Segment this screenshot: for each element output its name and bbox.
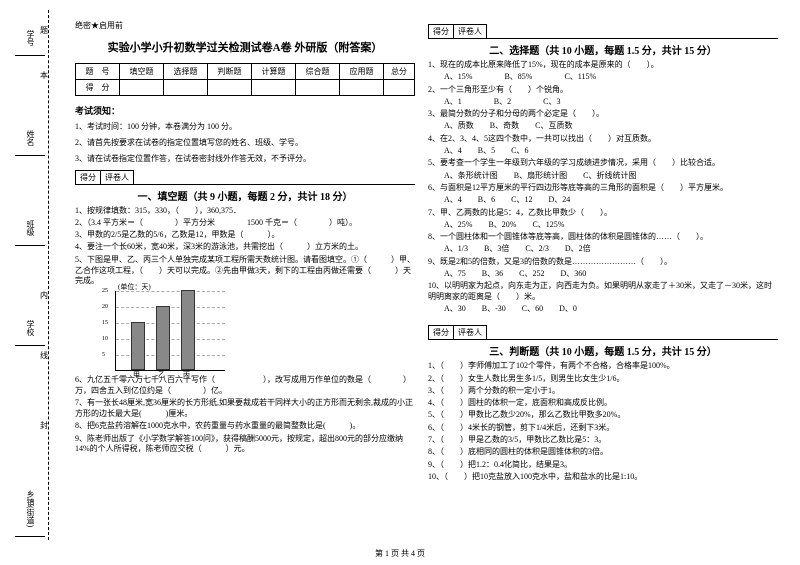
question: 10、以明明家为起点，向东走为正，向西走为负。如果明明从家走了＋30米，又走了－… — [428, 281, 778, 303]
score-table: 题 号填空题选择题判断题计算题综合题应用题总分 得 分 — [75, 63, 415, 96]
dash-line — [48, 10, 49, 540]
binding-char: 封 — [40, 420, 48, 431]
options: A、75 B、36 C、252 D、360 — [428, 269, 778, 280]
question: 5、（ ）甲数比乙数少20%，那么乙数比甲数多20%。 — [428, 410, 778, 421]
question: 3、甲数的2/5是乙数的5/6，乙数是12，甲数是（ ）。 — [75, 230, 415, 241]
question: 6、与面积是12平方厘米的平行四边形等底等高的三角形的面积是（ ）平方厘米。 — [428, 183, 778, 194]
question: 2、（ ）女生人数比男生多1/5，则男生比女生少1/6。 — [428, 374, 778, 385]
question: 9、（ ）把1.2：0.4化简比，结果是3。 — [428, 460, 778, 471]
question: 8、把6克盐药溶解在1000克水中，农药重量与药水重量的最简整数比是( )。 — [75, 421, 415, 432]
section-bar: 得分 评卷人 — [428, 325, 778, 340]
y-label: 25 — [102, 288, 108, 294]
question: 2、一个三角形至少有（ ）个锐角。 — [428, 85, 778, 96]
score-cell: 得分 — [75, 170, 101, 184]
question: 3、（ ）两个分数的积一定小于1。 — [428, 386, 778, 397]
options: A、质数 B、奇数 C、互质数 — [428, 121, 778, 132]
options: A、1 B、2 C、3 — [428, 97, 778, 108]
question: 1、（ ）李师傅加工了102个零件，有两个不合格，合格率是100%。 — [428, 361, 778, 372]
section-title: 三、判断题（共 10 小题，每题 1.5 分，共计 15 分） — [428, 343, 778, 358]
chart-bar — [131, 322, 145, 370]
options: A、15% B、85% C、115% — [428, 72, 778, 83]
binding-label: 学校 — [15, 320, 45, 346]
score-cell: 得分 — [428, 24, 454, 38]
options: A、30 B、-30 C、60 D、0 — [428, 304, 778, 315]
score-cell: 得分 — [428, 325, 454, 339]
question: 3、最简分数的分子和分母的两个必定是（ ）。 — [428, 109, 778, 120]
notice-item: 2、请首先按要求在试卷的指定位置填写您的姓名、班级、学号。 — [75, 137, 415, 148]
chart-bar — [181, 290, 195, 370]
question: 7、有一张长48厘米,宽36厘米的长方形纸,如果要裁成若干同样大小的正方形而无剩… — [75, 398, 415, 420]
question: 8、（ ）底相同的圆柱的体积是圆锥体积的3倍。 — [428, 447, 778, 458]
chart-bar — [156, 306, 170, 370]
options: A、1/3 B、3倍 C、2/3 D、2倍 — [428, 244, 778, 255]
question: 5、要考查一个学生一年级到六年级的学习成绩进步情况，采用（ ）比较合适。 — [428, 158, 778, 169]
binding-label: 姓名 — [15, 130, 45, 156]
section-bar: 得分 评卷人 — [75, 170, 415, 185]
y-label: 5 — [102, 352, 105, 358]
x-label: 甲 — [133, 370, 140, 380]
y-label: 10 — [102, 336, 108, 342]
left-column: 绝密★启用前 实验小学小升初数学过关检测试卷A卷 外研版（附答案） 题 号填空题… — [75, 20, 415, 457]
notice-item: 3、请在试卷指定位置作答，在试卷密封线外作答无效，不予评分。 — [75, 153, 415, 164]
binding-label: 学号 — [15, 30, 45, 56]
question: 6、九亿五千零六万七千八百六十写作（ ），改写成用万作单位的数是（ ）万，四舍五… — [75, 375, 415, 397]
marker-cell: 评卷人 — [101, 170, 134, 184]
table-row: 题 号填空题选择题判断题计算题综合题应用题总分 — [76, 64, 415, 80]
x-label: 丙 — [183, 370, 190, 380]
binding-label: 班级 — [15, 220, 45, 246]
secret-label: 绝密★启用前 — [75, 20, 415, 31]
question: 7、（ ）甲是乙数的3/5，甲数比乙数比是5：3。 — [428, 435, 778, 446]
notice-item: 1、考试时间：100 分钟，本卷满分为 100 分。 — [75, 121, 415, 132]
exam-title: 实验小学小升初数学过关检测试卷A卷 外研版（附答案） — [75, 39, 415, 55]
binding-label: 乡镇(街道) — [15, 490, 45, 537]
question: 4、在2、3、4、5这四个数中，一共可以找出（ ）对互质数。 — [428, 134, 778, 145]
question: 1、现在的成本比原来降低了15%，现在的成本是原来的（ ）。 — [428, 60, 778, 71]
question: 6、（ ）4米长的钢管，剪下1/4米后，还剩下3米。 — [428, 423, 778, 434]
section-title: 一、填空题（共 9 小题，每题 2 分，共计 18 分） — [75, 188, 415, 203]
options: A、条形统计图 B、扇形统计图 C、折线统计图 — [428, 171, 778, 182]
options: A、25% B、20% C、125% — [428, 220, 778, 231]
binding-char: 内 — [40, 290, 48, 301]
marker-cell: 评卷人 — [454, 325, 487, 339]
binding-char: 线 — [40, 350, 48, 361]
question: 9、既是2和5的倍数，又是3的倍数的数是……………………（ ）。 — [428, 257, 778, 268]
right-column: 得分 评卷人 二、选择题（共 10 小题，每题 1.5 分，共计 15 分） 1… — [428, 20, 778, 484]
y-label: 15 — [102, 320, 108, 326]
table-row: 得 分 — [76, 80, 415, 96]
y-label: 20 — [102, 304, 108, 310]
question: 10、（ ）把10克盐放入100克水中，盐和盐水的比是1:10。 — [428, 472, 778, 483]
page-footer: 第 1 页 共 4 页 — [0, 548, 800, 559]
options: A、4 B、6 C、12 D、24 — [428, 195, 778, 206]
question: 4、（ ）圆柱的体积一定，底面积和高成反比例。 — [428, 398, 778, 409]
question: 1、按规律填数：315，330，（ ），360,375． — [75, 206, 415, 217]
question: 9、陈老师出版了《小学数学解答100问》，获得稿酬5000元，按规定，超出800… — [75, 434, 415, 456]
binding-char: 本 — [40, 70, 48, 81]
bar-chart: (单位：天) 25 20 15 10 5 甲 乙 丙 — [115, 291, 225, 371]
binding-margin: 题 学号 本 姓名 班级 内 学校 线 封 乡镇(街道) — [0, 0, 70, 565]
question: 7、甲、乙两数的比是5：4，乙数比甲数少（ ）。 — [428, 208, 778, 219]
options: A、4 B、5 C、6 — [428, 146, 778, 157]
question: 2、（3.4 平方米＝（ ）平方分米 1500 千克＝（ ）吨）。 — [75, 218, 415, 229]
marker-cell: 评卷人 — [454, 24, 487, 38]
question: 4、要注一个长60米，宽40米，深3米的游泳池，共需挖出（ ）立方米的土。 — [75, 242, 415, 253]
question: 8、一个圆柱体和一个圆锥体等底等高，圆柱体的体积是圆锥体的……（ ）。 — [428, 232, 778, 243]
x-label: 乙 — [158, 370, 165, 380]
section-bar: 得分 评卷人 — [428, 24, 778, 39]
notice-title: 考试须知： — [75, 104, 415, 117]
section-title: 二、选择题（共 10 小题，每题 1.5 分，共计 15 分） — [428, 42, 778, 57]
